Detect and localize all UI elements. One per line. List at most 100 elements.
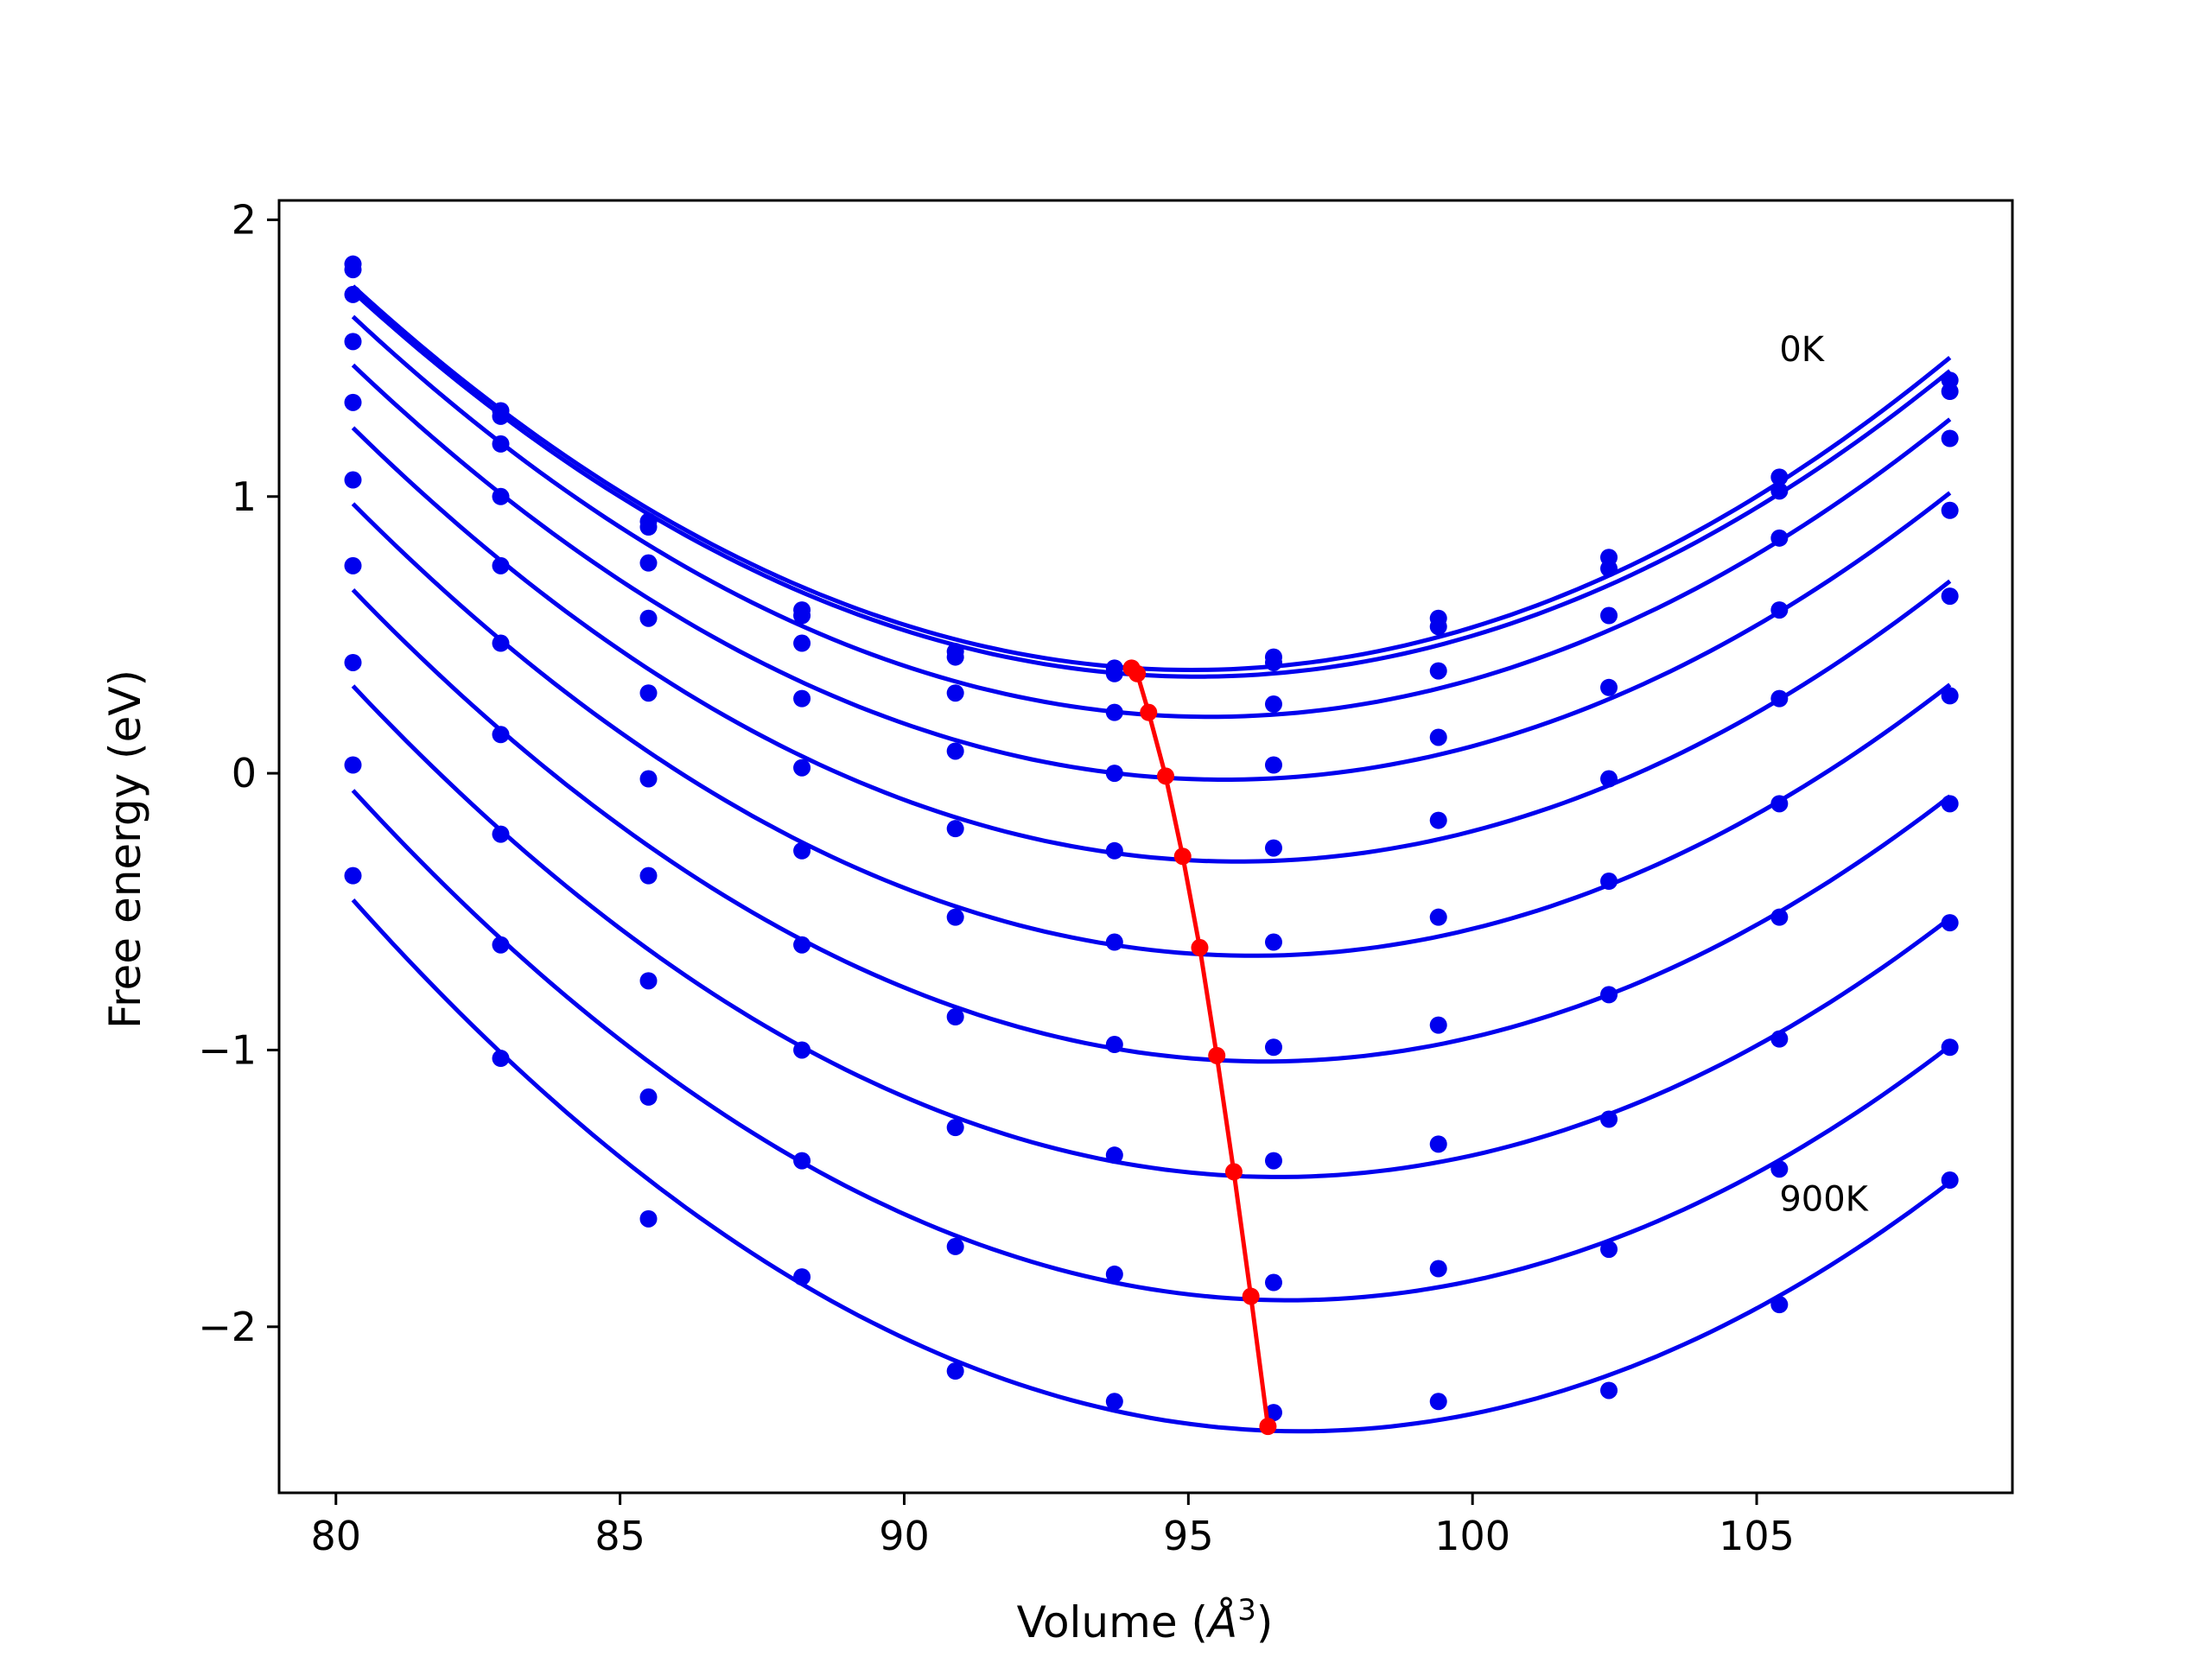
x-tick-label: 80 [310, 1513, 361, 1559]
data-point [946, 908, 964, 926]
data-point [639, 554, 658, 572]
data-points [344, 255, 1959, 1422]
minimum-point [1259, 1418, 1277, 1436]
data-point [1105, 841, 1123, 860]
data-point [1264, 1404, 1282, 1422]
data-point [639, 609, 658, 627]
data-point [1264, 695, 1282, 714]
data-point [946, 1237, 964, 1255]
data-point [1941, 587, 1959, 606]
minimum-point [1173, 847, 1192, 866]
data-point [1770, 689, 1789, 708]
data-point [1429, 1135, 1447, 1153]
data-point [1600, 986, 1618, 1004]
data-point [639, 972, 658, 990]
data-point [344, 866, 362, 885]
minimum-point [1242, 1287, 1260, 1305]
fit-curve [351, 898, 1952, 1434]
data-point [492, 936, 510, 954]
data-point [492, 487, 510, 505]
data-point [344, 756, 362, 774]
data-point [639, 684, 658, 702]
data-point [793, 759, 811, 777]
temperature-annotation: 0K [1779, 330, 1825, 370]
data-point [793, 606, 811, 625]
data-point [1600, 1110, 1618, 1128]
data-point [1105, 933, 1123, 951]
data-point [946, 1008, 964, 1026]
data-point [1105, 765, 1123, 783]
data-point [1600, 1381, 1618, 1400]
data-point [1941, 1038, 1959, 1057]
data-point [1770, 482, 1789, 500]
data-point [1941, 501, 1959, 519]
data-point [1264, 839, 1282, 857]
data-point [492, 1050, 510, 1068]
fit-curve [351, 289, 1952, 679]
data-point [1941, 383, 1959, 401]
fit-curve [351, 426, 1952, 864]
data-point [1429, 908, 1447, 926]
y-tick-label: 0 [232, 750, 257, 797]
fit-curve [351, 588, 1952, 1064]
minima-line [1122, 659, 1277, 1436]
data-point [639, 866, 658, 885]
data-point [344, 333, 362, 351]
y-tick-label: −1 [198, 1026, 257, 1073]
data-point [946, 742, 964, 760]
data-point [1770, 908, 1789, 926]
data-point [1105, 703, 1123, 721]
data-point [1941, 687, 1959, 705]
fit-curves [351, 284, 1952, 1434]
y-tick-label: 1 [232, 473, 257, 520]
data-point [793, 1041, 811, 1059]
data-point [639, 1209, 658, 1228]
data-point [1770, 1296, 1789, 1314]
temperature-annotation: 900K [1779, 1179, 1869, 1219]
data-point [793, 1268, 811, 1286]
data-point [344, 261, 362, 279]
data-point [344, 556, 362, 574]
data-point [793, 689, 811, 708]
data-point [1105, 1036, 1123, 1054]
data-point [1264, 653, 1282, 671]
minimum-point [1224, 1163, 1243, 1181]
data-point [946, 1119, 964, 1137]
annotations: 0K 900K [1779, 330, 1869, 1219]
data-point [946, 1362, 964, 1381]
data-point [1941, 914, 1959, 932]
data-point [492, 825, 510, 843]
data-point [1770, 468, 1789, 486]
fit-curve [351, 502, 1952, 958]
data-point [1429, 811, 1447, 829]
minimum-point [1191, 938, 1209, 956]
minimum-point [1140, 703, 1158, 721]
x-axis-label: Volume (Å3) [1017, 1593, 1274, 1647]
data-point [793, 841, 811, 860]
data-point [1600, 873, 1618, 891]
data-point [344, 653, 362, 671]
minimum-point [1208, 1046, 1226, 1064]
minimum-point [1157, 767, 1175, 785]
data-point [492, 407, 510, 425]
data-point [1264, 1273, 1282, 1292]
data-point [1264, 1038, 1282, 1057]
data-point [793, 1152, 811, 1170]
minima-path [1129, 666, 1270, 1427]
data-point [1429, 728, 1447, 746]
x-axis-ticks: 80 85 90 95 100 105 [310, 1493, 1795, 1559]
data-point [1105, 664, 1123, 682]
data-point [1600, 560, 1618, 578]
data-point [492, 556, 510, 574]
plot-area-border [277, 199, 2014, 1495]
data-point [1105, 1265, 1123, 1283]
axes-frame [277, 199, 2014, 1495]
data-point [1429, 1016, 1447, 1034]
data-point [1429, 618, 1447, 636]
data-point [1941, 429, 1959, 447]
data-point [1941, 795, 1959, 813]
data-point [639, 770, 658, 788]
data-point [1941, 1171, 1959, 1190]
data-point [344, 393, 362, 411]
